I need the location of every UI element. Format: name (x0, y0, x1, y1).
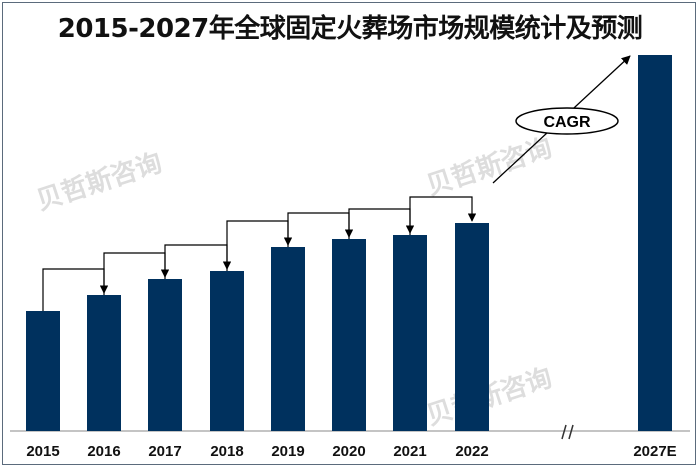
x-tick-label: 2021 (393, 443, 426, 460)
growth-arrow (348, 208, 415, 239)
watermark-text: 贝哲斯咨询 (423, 362, 556, 432)
axis-break-icon (561, 424, 574, 440)
x-tick-label: 2019 (271, 443, 304, 460)
bar-2017 (148, 279, 182, 431)
x-tick-label: 2022 (455, 443, 488, 460)
watermark-text: 贝哲斯咨询 (33, 147, 166, 217)
bar-2016 (87, 295, 121, 431)
chart-frame (2, 2, 696, 465)
x-tick-label: 2018 (210, 443, 243, 460)
bar-2027E (638, 55, 672, 431)
bar-2021 (393, 235, 427, 431)
bar-2015 (26, 311, 60, 431)
growth-arrow (409, 196, 477, 235)
x-tick-label: 2017 (148, 443, 181, 460)
cagr-bubble (515, 107, 619, 135)
bar-2022 (455, 223, 489, 431)
x-tick-label: 2020 (332, 443, 365, 460)
cagr-label: CAGR (543, 114, 591, 131)
chart-title: 2015-2027年全球固定火葬场市场规模统计及预测 (57, 14, 643, 44)
bar-2018 (210, 271, 244, 431)
x-tick-label: 2016 (87, 443, 120, 460)
x-tick-label: 2027E (633, 443, 676, 460)
bar-2019 (271, 247, 305, 431)
bar-2020 (332, 239, 366, 431)
x-tick-label: 2015 (26, 443, 59, 460)
